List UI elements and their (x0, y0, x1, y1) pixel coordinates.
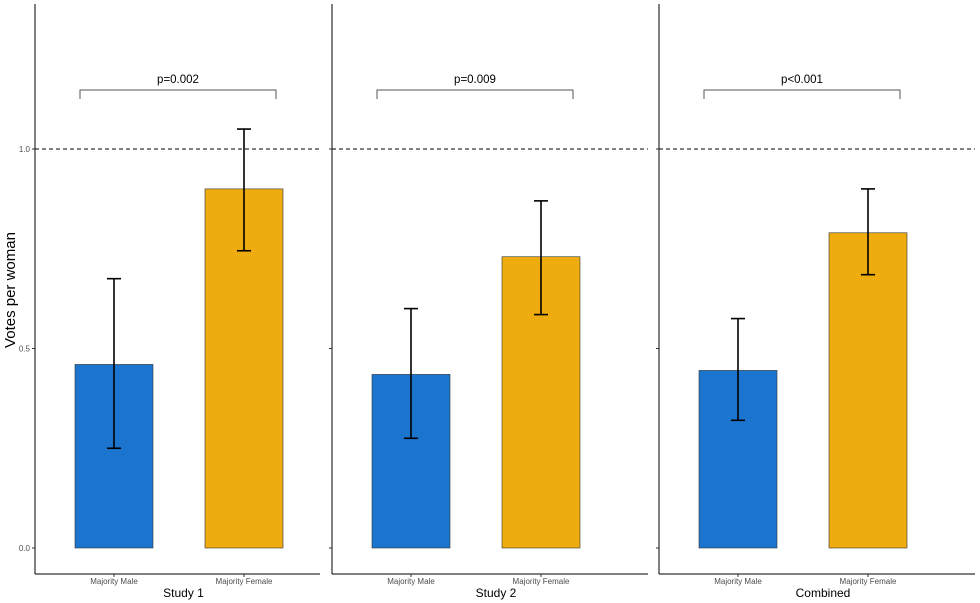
x-tick-label: Majority Female (840, 577, 897, 586)
p-value-label: p=0.002 (157, 74, 199, 86)
p-value-label: p=0.009 (454, 74, 496, 86)
panel-label: Combined (796, 586, 851, 600)
p-value-label: p<0.001 (781, 74, 823, 86)
significance-bracket (376, 89, 574, 99)
x-tick-label: Majority Male (714, 577, 762, 586)
panel: Majority Male Majority Female p=0.009 Study… (329, 4, 648, 600)
y-tick-label: 0.5 (19, 345, 31, 354)
y-tick-label: 0.0 (19, 544, 31, 553)
panel: 0.0 0.5 1.0 Majority Male Majority Female p=0… (19, 4, 320, 600)
x-tick-label: Majority Female (513, 577, 570, 586)
y-tick-label: 1.0 (19, 145, 31, 154)
panel: Majority Male Majority Female p<0.001 Combi… (656, 4, 975, 600)
significance-bracket (79, 89, 277, 99)
x-tick-label: Majority Female (216, 577, 273, 586)
x-tick-label: Majority Male (90, 577, 138, 586)
panel-label: Study 2 (476, 586, 517, 600)
significance-bracket (703, 89, 901, 99)
panels: 0.0 0.5 1.0 Majority Male Majority Female p=0… (19, 4, 975, 600)
y-axis-title: Votes per woman (2, 232, 19, 348)
bar (828, 232, 908, 549)
panel-label: Study 1 (163, 586, 204, 600)
x-tick-label: Majority Male (387, 577, 435, 586)
